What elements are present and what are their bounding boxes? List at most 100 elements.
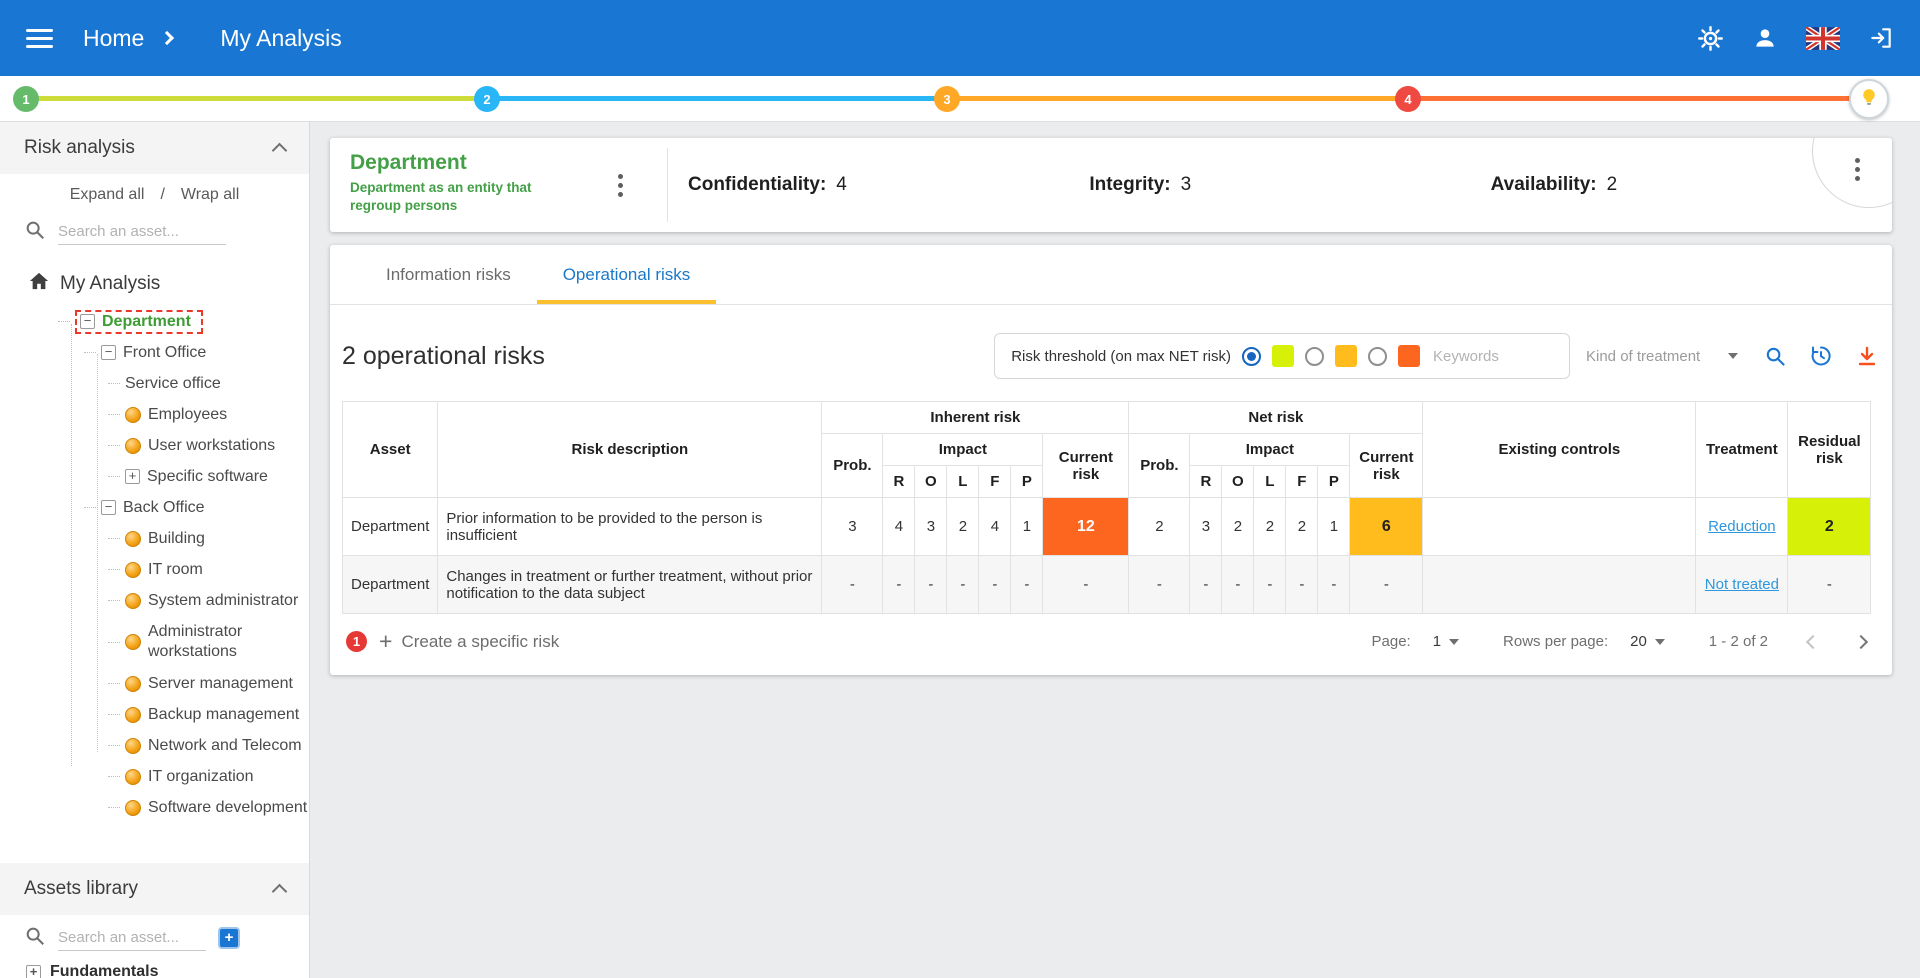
tree-item-specific-software[interactable]: + Specific software bbox=[0, 461, 309, 492]
expand-expander-icon[interactable]: + bbox=[26, 964, 41, 978]
next-page-icon[interactable] bbox=[1853, 634, 1869, 649]
col-header-current-risk: Current risk bbox=[1349, 433, 1424, 498]
cell-residual-risk: 2 bbox=[1787, 497, 1872, 556]
library-item-fundamentals[interactable]: + Fundamentals bbox=[0, 959, 309, 978]
stepper-segment-1 bbox=[26, 96, 487, 101]
breadcrumb-home[interactable]: Home bbox=[83, 24, 145, 51]
sidebar: Risk analysis Expand all / Wrap all My A… bbox=[0, 122, 310, 978]
collapse-expander-icon[interactable]: − bbox=[80, 314, 95, 329]
tree-item-user-workstations[interactable]: User workstations bbox=[0, 430, 309, 461]
tree-root-label: My Analysis bbox=[60, 273, 161, 294]
range-indicator: 1 - 2 of 2 bbox=[1708, 633, 1768, 650]
tab-operational-risks[interactable]: Operational risks bbox=[536, 245, 717, 304]
tree-item-service-office[interactable]: Service office bbox=[0, 368, 309, 399]
tree-item-front-office[interactable]: − Front Office bbox=[0, 337, 309, 368]
stepper-step-2[interactable]: 2 bbox=[474, 86, 500, 112]
cell-inherent-current-risk: 12 bbox=[1042, 497, 1130, 556]
cell-asset: Department bbox=[341, 555, 439, 614]
tree-item-backup-management[interactable]: Backup management bbox=[0, 699, 309, 730]
language-flag-icon[interactable] bbox=[1806, 26, 1840, 50]
tree-item-administrator-workstations[interactable]: Administrator workstations bbox=[0, 616, 309, 668]
threshold-radio-medium[interactable] bbox=[1305, 346, 1324, 366]
impact-col-l: L bbox=[1253, 465, 1287, 498]
kind-of-treatment-select[interactable]: Kind of treatment bbox=[1586, 348, 1744, 365]
cell-treatment: Not treated bbox=[1695, 555, 1789, 614]
tree-item-it-organization[interactable]: IT organization bbox=[0, 761, 309, 792]
library-add-icon[interactable]: + bbox=[218, 927, 240, 949]
user-profile-icon[interactable] bbox=[1752, 25, 1778, 51]
links-separator: / bbox=[160, 186, 165, 203]
tree-item-building[interactable]: Building bbox=[0, 523, 309, 554]
breadcrumb-current: My Analysis bbox=[220, 24, 342, 51]
stepper-segment-4 bbox=[1408, 96, 1863, 101]
reset-history-icon[interactable] bbox=[1806, 341, 1836, 371]
impact-col-p: P bbox=[1010, 465, 1044, 498]
cell-inherent-p: - bbox=[1010, 555, 1044, 614]
library-search-input[interactable] bbox=[58, 925, 206, 951]
col-header-residual-risk: Residual risk bbox=[1787, 401, 1872, 498]
expand-expander-icon[interactable]: + bbox=[125, 469, 140, 484]
menu-icon[interactable] bbox=[26, 28, 53, 48]
stepper-step-1[interactable]: 1 bbox=[13, 86, 39, 112]
asset-sphere-icon bbox=[125, 561, 141, 578]
risks-count-title: 2 operational risks bbox=[342, 341, 545, 370]
treatment-link[interactable]: Not treated bbox=[1704, 576, 1779, 593]
treatment-link[interactable]: Reduction bbox=[1708, 518, 1776, 535]
home-icon bbox=[28, 271, 50, 297]
asset-sphere-icon bbox=[125, 530, 141, 547]
caret-down-icon bbox=[1654, 638, 1665, 645]
card-menu-button[interactable] bbox=[1855, 150, 1860, 181]
tree-item-back-office[interactable]: − Back Office bbox=[0, 492, 309, 523]
download-icon[interactable] bbox=[1852, 341, 1882, 371]
col-header-impact: Impact bbox=[882, 433, 1044, 466]
tab-information-risks[interactable]: Information risks bbox=[386, 265, 511, 284]
tree-item-it-room[interactable]: IT room bbox=[0, 554, 309, 585]
cell-net-p: 1 bbox=[1317, 497, 1351, 556]
risk-row: Department Prior information to be provi… bbox=[341, 497, 1872, 556]
impact-col-f: F bbox=[978, 465, 1012, 498]
settings-gear-icon[interactable] bbox=[1697, 25, 1724, 52]
stepper-hint-button[interactable] bbox=[1849, 79, 1889, 119]
notification-badge: 1 bbox=[346, 631, 367, 652]
tree-root-my-analysis[interactable]: My Analysis bbox=[0, 266, 309, 306]
asset-sphere-icon bbox=[125, 799, 141, 816]
group-header-inherent-risk: Inherent risk bbox=[821, 401, 1130, 434]
threshold-radio-low[interactable] bbox=[1242, 346, 1261, 366]
rows-per-page-select[interactable]: 20 bbox=[1630, 633, 1665, 650]
page-select[interactable]: 1 bbox=[1433, 633, 1460, 650]
tree-item-server-management[interactable]: Server management bbox=[0, 668, 309, 699]
tree-item-network-and-telecom[interactable]: Network and Telecom bbox=[0, 730, 309, 761]
keywords-input[interactable] bbox=[1431, 346, 1553, 366]
expand-all-link[interactable]: Expand all bbox=[69, 186, 145, 203]
sidebar-section-risk-analysis[interactable]: Risk analysis bbox=[0, 122, 309, 174]
col-header-asset: Asset bbox=[341, 401, 439, 498]
cell-net-f: 2 bbox=[1285, 497, 1319, 556]
threshold-radio-high[interactable] bbox=[1368, 346, 1387, 366]
tree-item-employees[interactable]: Employees bbox=[0, 399, 309, 430]
top-bar: Home My Analysis bbox=[0, 0, 1920, 76]
collapse-expander-icon[interactable]: − bbox=[101, 500, 116, 515]
filter-search-icon[interactable] bbox=[1760, 341, 1790, 371]
create-specific-risk-button[interactable]: + Create a specific risk bbox=[379, 628, 560, 654]
logout-icon[interactable] bbox=[1868, 25, 1894, 51]
wrap-all-link[interactable]: Wrap all bbox=[180, 186, 240, 203]
chevron-up-icon bbox=[271, 883, 288, 900]
impact-col-p: P bbox=[1317, 465, 1351, 498]
stepper-step-4[interactable]: 4 bbox=[1395, 86, 1421, 112]
sidebar-section-assets-library[interactable]: Assets library bbox=[0, 863, 309, 915]
selected-item-outline: − Department bbox=[75, 309, 203, 334]
tree-item-department[interactable]: − Department bbox=[0, 306, 309, 337]
stepper-step-3[interactable]: 3 bbox=[934, 86, 960, 112]
integrity-value: Integrity: 3 bbox=[1089, 174, 1192, 195]
tree-item-system-administrator[interactable]: System administrator bbox=[0, 585, 309, 616]
previous-page-icon[interactable] bbox=[1805, 634, 1821, 649]
analysis-tree: My Analysis − Department − Front Office … bbox=[0, 256, 309, 863]
caret-down-icon bbox=[1449, 638, 1460, 645]
collapse-expander-icon[interactable]: − bbox=[101, 345, 116, 360]
asset-menu-button[interactable] bbox=[585, 138, 655, 232]
asset-search-input[interactable] bbox=[58, 219, 226, 245]
cell-net-o: - bbox=[1221, 555, 1255, 614]
tree-item-software-development[interactable]: Software development bbox=[0, 792, 309, 823]
cell-net-l: - bbox=[1253, 555, 1287, 614]
asset-sphere-icon bbox=[125, 768, 141, 785]
